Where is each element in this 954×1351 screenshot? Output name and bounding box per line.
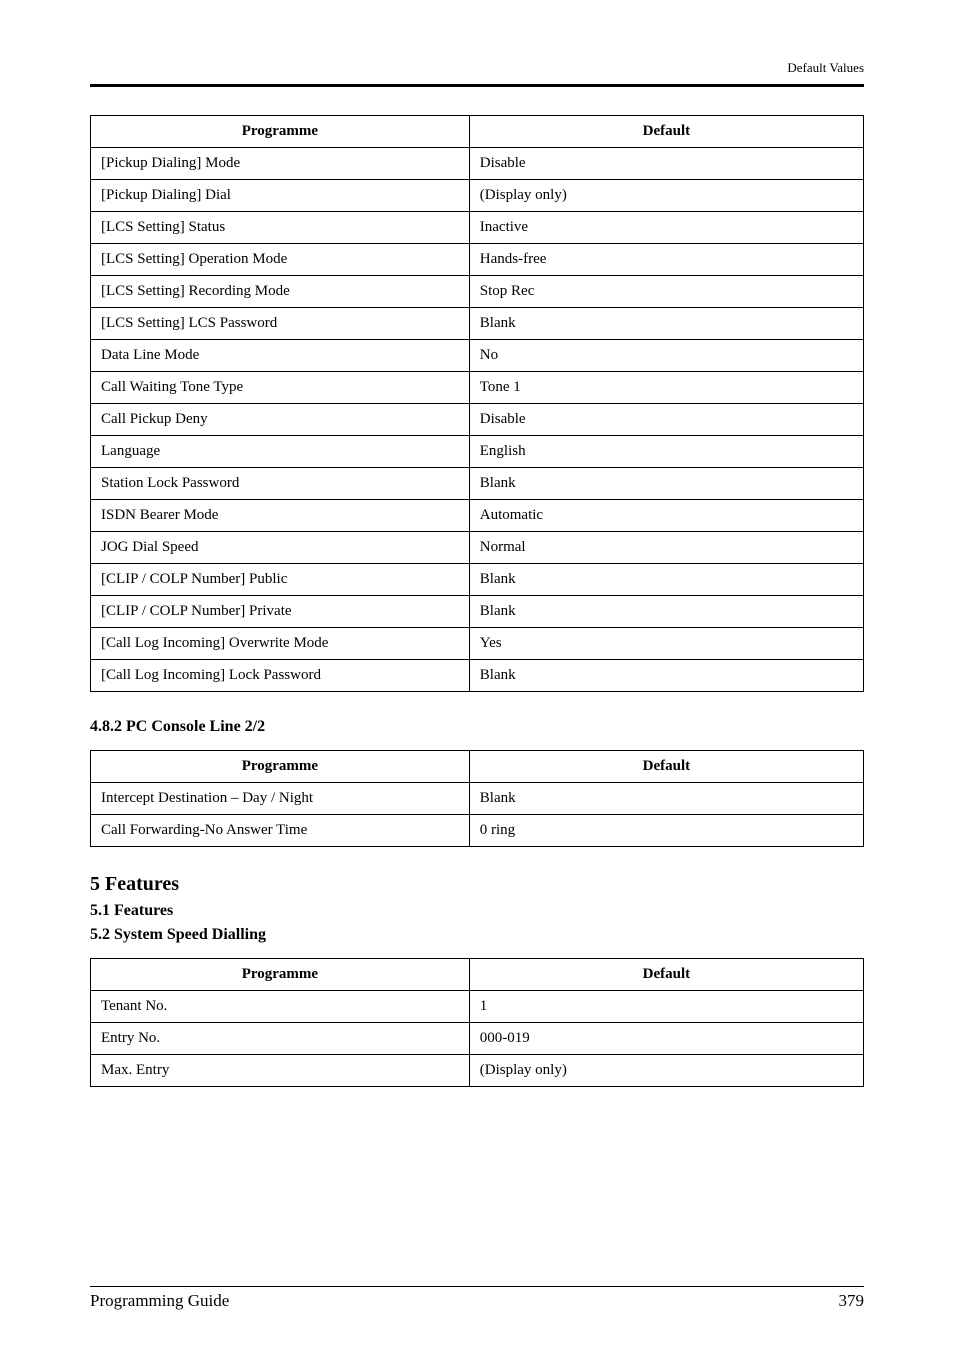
cell: [CLIP / COLP Number] Private [91,596,470,628]
cell: [Call Log Incoming] Overwrite Mode [91,628,470,660]
cell: Blank [469,783,863,815]
cell: Blank [469,596,863,628]
page: Default Values Programme Default [Pickup… [0,0,954,1351]
table-main: Programme Default [Pickup Dialing] ModeD… [90,115,864,692]
cell: [Pickup Dialing] Dial [91,180,470,212]
cell: Data Line Mode [91,340,470,372]
cell: Call Pickup Deny [91,404,470,436]
table-row: [Pickup Dialing] Dial(Display only) [91,180,864,212]
table-row: Call Pickup DenyDisable [91,404,864,436]
table-row: [CLIP / COLP Number] PublicBlank [91,564,864,596]
cell: [LCS Setting] LCS Password [91,308,470,340]
table-row: Call Forwarding-No Answer Time0 ring [91,815,864,847]
cell: Normal [469,532,863,564]
table-header-row: Programme Default [91,751,864,783]
cell: ISDN Bearer Mode [91,500,470,532]
cell: Inactive [469,212,863,244]
cell: Hands-free [469,244,863,276]
col-header-programme: Programme [91,116,470,148]
table-row: [Call Log Incoming] Overwrite ModeYes [91,628,864,660]
cell: Stop Rec [469,276,863,308]
cell: Call Forwarding-No Answer Time [91,815,470,847]
table-row: Call Waiting Tone TypeTone 1 [91,372,864,404]
table-row: [Pickup Dialing] ModeDisable [91,148,864,180]
heading-4-8-2: 4.8.2 PC Console Line 2/2 [90,718,864,736]
table-row: [LCS Setting] Recording ModeStop Rec [91,276,864,308]
cell: Yes [469,628,863,660]
table-row: [CLIP / COLP Number] PrivateBlank [91,596,864,628]
table-row: [LCS Setting] LCS PasswordBlank [91,308,864,340]
cell: No [469,340,863,372]
col-header-default: Default [469,959,863,991]
cell: Tone 1 [469,372,863,404]
cell: Call Waiting Tone Type [91,372,470,404]
cell: Intercept Destination – Day / Night [91,783,470,815]
cell: JOG Dial Speed [91,532,470,564]
table-row: [LCS Setting] StatusInactive [91,212,864,244]
cell: 000-019 [469,1023,863,1055]
cell: Disable [469,148,863,180]
table-row: Data Line ModeNo [91,340,864,372]
table-header-row: Programme Default [91,959,864,991]
cell: Blank [469,660,863,692]
footer: Programming Guide 379 [90,1286,864,1311]
table-row: [Call Log Incoming] Lock PasswordBlank [91,660,864,692]
cell: Blank [469,308,863,340]
table-row: Max. Entry(Display only) [91,1055,864,1087]
cell: 0 ring [469,815,863,847]
cell: Station Lock Password [91,468,470,500]
col-header-programme: Programme [91,751,470,783]
cell: Tenant No. [91,991,470,1023]
cell: Disable [469,404,863,436]
cell: [LCS Setting] Recording Mode [91,276,470,308]
table-row: Tenant No.1 [91,991,864,1023]
cell: Entry No. [91,1023,470,1055]
col-header-default: Default [469,116,863,148]
cell: [LCS Setting] Operation Mode [91,244,470,276]
footer-title: Programming Guide [90,1291,229,1311]
footer-rule [90,1286,864,1287]
table-row: [LCS Setting] Operation ModeHands-free [91,244,864,276]
cell: Max. Entry [91,1055,470,1087]
table-row: LanguageEnglish [91,436,864,468]
header-right-label: Default Values [90,60,864,76]
table-row: Entry No.000-019 [91,1023,864,1055]
cell: Blank [469,468,863,500]
table-482: Programme Default Intercept Destination … [90,750,864,847]
table-row: Station Lock PasswordBlank [91,468,864,500]
heading-5: 5 Features [90,873,864,896]
cell: Automatic [469,500,863,532]
cell: (Display only) [469,1055,863,1087]
table-row: ISDN Bearer ModeAutomatic [91,500,864,532]
cell: [Call Log Incoming] Lock Password [91,660,470,692]
heading-5-2: 5.2 System Speed Dialling [90,926,864,944]
col-header-programme: Programme [91,959,470,991]
cell: English [469,436,863,468]
cell: (Display only) [469,180,863,212]
cell: 1 [469,991,863,1023]
page-number: 379 [839,1291,865,1311]
cell: Blank [469,564,863,596]
table-row: JOG Dial SpeedNormal [91,532,864,564]
col-header-default: Default [469,751,863,783]
cell: Language [91,436,470,468]
header-rule [90,84,864,87]
table-row: Intercept Destination – Day / NightBlank [91,783,864,815]
cell: [LCS Setting] Status [91,212,470,244]
cell: [Pickup Dialing] Mode [91,148,470,180]
table-52: Programme Default Tenant No.1 Entry No.0… [90,958,864,1087]
table-header-row: Programme Default [91,116,864,148]
cell: [CLIP / COLP Number] Public [91,564,470,596]
heading-5-1: 5.1 Features [90,902,864,920]
